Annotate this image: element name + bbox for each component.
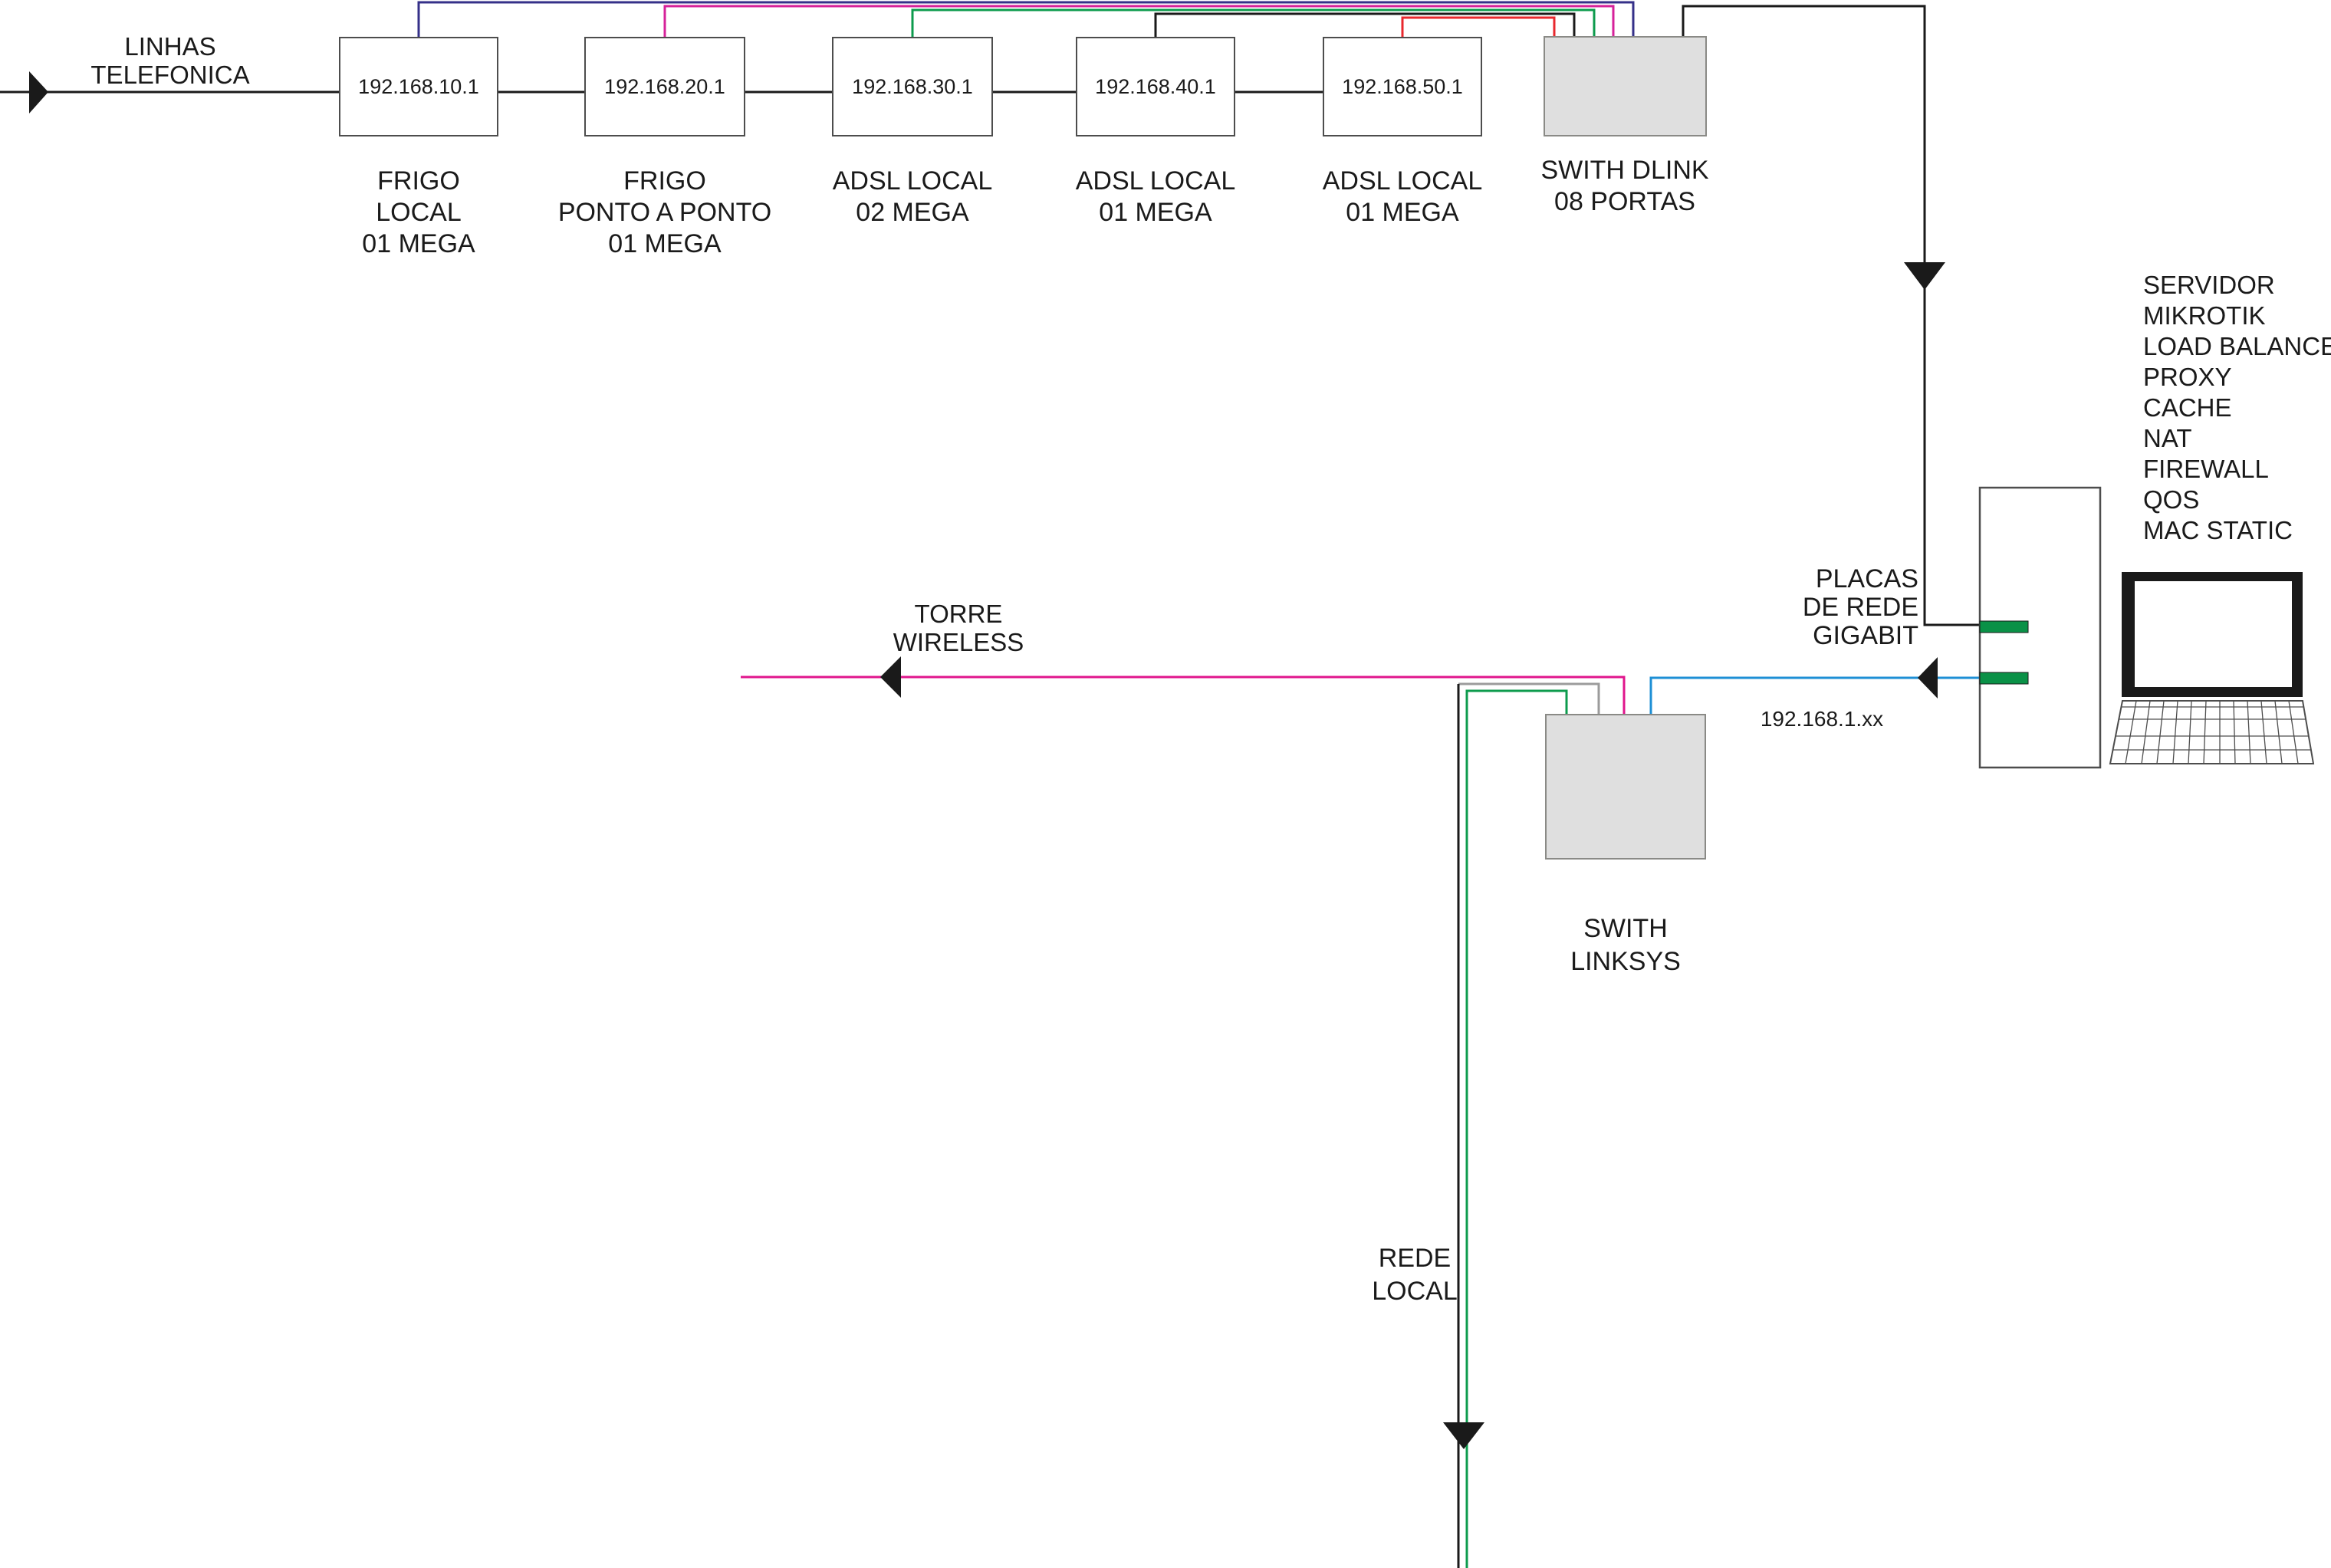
modem-4-caption-line2: 01 MEGA [1099,198,1212,227]
modem-3-ip: 192.168.30.1 [852,74,973,98]
wire-linksys-to-lan-green [1465,689,1568,1568]
server-feature-mac-static: MAC STATIC [2143,516,2293,544]
wire-dlink-to-server [1682,5,1980,626]
server-feature-nat: NAT [2143,424,2192,452]
wireless-tower-label-line1: TORRE [914,600,1003,628]
linksys-switch-caption: SWITH LINKSYS [1570,912,1681,978]
wire-modem4-to-dlink [1154,12,1576,37]
local-network-label: REDE LOCAL [1372,1242,1458,1308]
arrow-right-telephone-icon [29,71,48,113]
server-feature-proxy: PROXY [2143,363,2232,391]
dlink-caption-line1: SWITH DLINK [1540,156,1709,185]
wire-modem1-to-dlink [417,1,1635,37]
modem-4-ip: 192.168.40.1 [1095,74,1216,98]
wire-linksys-to-server-port2 [1649,676,1980,714]
arrow-down-dlink-uplink-icon [1904,262,1945,290]
modem-1-caption-line2: LOCAL [376,198,462,227]
server-gigabit-port-1 [1979,620,2029,633]
modem-2-caption-line3: 01 MEGA [608,229,722,258]
modem-1-caption: FRIGO LOCAL 01 MEGA [362,166,475,260]
modem-2-caption: FRIGO PONTO A PONTO 01 MEGA [558,166,771,260]
modem-1-caption-line1: FRIGO [377,166,460,196]
lan-subnet-label: 192.168.1.xx [1760,707,1884,731]
modem-box-4: 192.168.40.1 [1076,37,1235,136]
modem-4-caption-line1: ADSL LOCAL [1075,166,1236,196]
wire-linksys-to-wireless-tower [741,676,1626,714]
modem-3-caption-line1: ADSL LOCAL [832,166,993,196]
wireless-tower-label-line2: WIRELESS [893,628,1024,656]
keyboard-keys-grid [2113,700,2311,764]
wire-linksys-to-lan-gray [1458,682,1600,714]
modem-box-2: 192.168.20.1 [584,37,745,136]
monitor-screen-icon [2135,581,2292,687]
local-network-label-line2: LOCAL [1372,1277,1458,1306]
modem-box-5: 192.168.50.1 [1323,37,1482,136]
linksys-caption-line1: SWITH [1583,914,1668,943]
modem-3-caption: ADSL LOCAL 02 MEGA [833,166,993,228]
modem-3-caption-line2: 02 MEGA [856,198,969,227]
nic-label-line2: DE REDE [1802,593,1918,622]
telephone-line-label-line1: LINHAS [124,32,216,61]
dlink-caption-line2: 08 PORTAS [1554,187,1695,216]
modem-box-1: 192.168.10.1 [339,37,498,136]
server-feature-firewall: FIREWALL [2143,455,2269,483]
modem-2-caption-line2: PONTO A PONTO [557,198,772,227]
server-feature-servidor: SERVIDOR [2143,271,2275,299]
wire-modem2-to-dlink [663,5,1615,37]
modem-2-caption-line1: FRIGO [623,166,706,196]
server-feature-mikrotik: MIKROTIK [2143,301,2266,330]
server-feature-load-balance: LOAD BALANCE [2143,332,2331,360]
nic-label-line3: GIGABIT [1813,621,1918,650]
modem-1-ip: 192.168.10.1 [358,74,479,98]
telephone-line-label-line2: TELEFONICA [90,61,250,89]
modem-5-caption-line1: ADSL LOCAL [1322,166,1483,196]
modem-5-caption-line2: 01 MEGA [1346,198,1459,227]
wireless-tower-label: TORRE WIRELESS [893,600,1024,656]
dlink-switch-caption: SWITH DLINK 08 PORTAS [1540,155,1708,218]
arrow-down-lan-icon [1443,1422,1484,1449]
wire-modem5-to-dlink [1401,16,1556,37]
modem-1-caption-line3: 01 MEGA [362,229,475,258]
linksys-switch-box [1545,714,1706,860]
server-feature-qos: QOS [2143,485,2200,514]
server-gigabit-port-2 [1979,672,2029,685]
local-network-label-line1: REDE [1378,1244,1452,1273]
modem-box-3: 192.168.30.1 [832,37,993,136]
modem-5-ip: 192.168.50.1 [1342,74,1463,98]
dlink-switch-box [1544,36,1707,136]
arrow-left-wireless-tower-icon [880,656,901,698]
arrow-left-server-port2-icon [1918,657,1938,699]
modem-4-caption: ADSL LOCAL 01 MEGA [1076,166,1236,228]
server-feature-list: SERVIDOR MIKROTIK LOAD BALANCE PROXY CAC… [2143,270,2331,546]
modem-5-caption: ADSL LOCAL 01 MEGA [1323,166,1483,228]
telephone-line-label: LINHAS TELEFONICA [90,32,249,89]
wire-modem3-to-dlink [911,8,1596,37]
gigabit-nic-label: PLACAS DE REDE GIGABIT [1803,565,1918,650]
server-feature-cache: CACHE [2143,393,2232,422]
keyboard-icon [2109,700,2315,764]
linksys-caption-line2: LINKSYS [1570,947,1681,976]
nic-label-line1: PLACAS [1815,564,1918,593]
modem-2-ip: 192.168.20.1 [604,74,725,98]
